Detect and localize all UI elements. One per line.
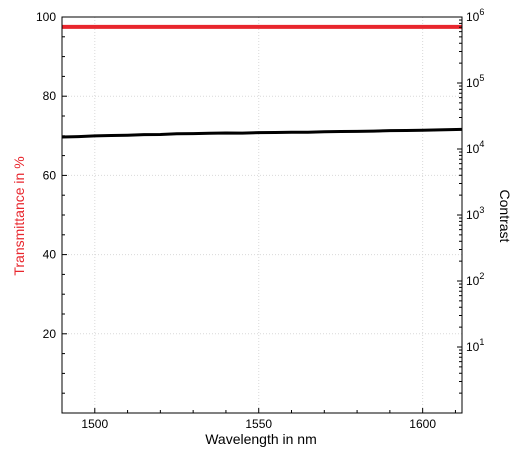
left-y-tick-label: 40 bbox=[43, 248, 57, 262]
x-tick-label: 1500 bbox=[81, 417, 108, 431]
x-tick-label: 1550 bbox=[245, 417, 272, 431]
left-y-tick-label: 100 bbox=[36, 10, 56, 24]
x-tick-label: 1600 bbox=[409, 417, 436, 431]
x-axis-label: Wavelength in nm bbox=[205, 431, 317, 447]
left-y-tick-label: 20 bbox=[43, 327, 57, 341]
left-y-tick-label: 60 bbox=[43, 168, 57, 182]
left-y-axis-label: Transmittance in % bbox=[11, 156, 27, 275]
right-y-axis-label: Contrast bbox=[497, 190, 513, 243]
left-y-tick-label: 80 bbox=[43, 89, 57, 103]
